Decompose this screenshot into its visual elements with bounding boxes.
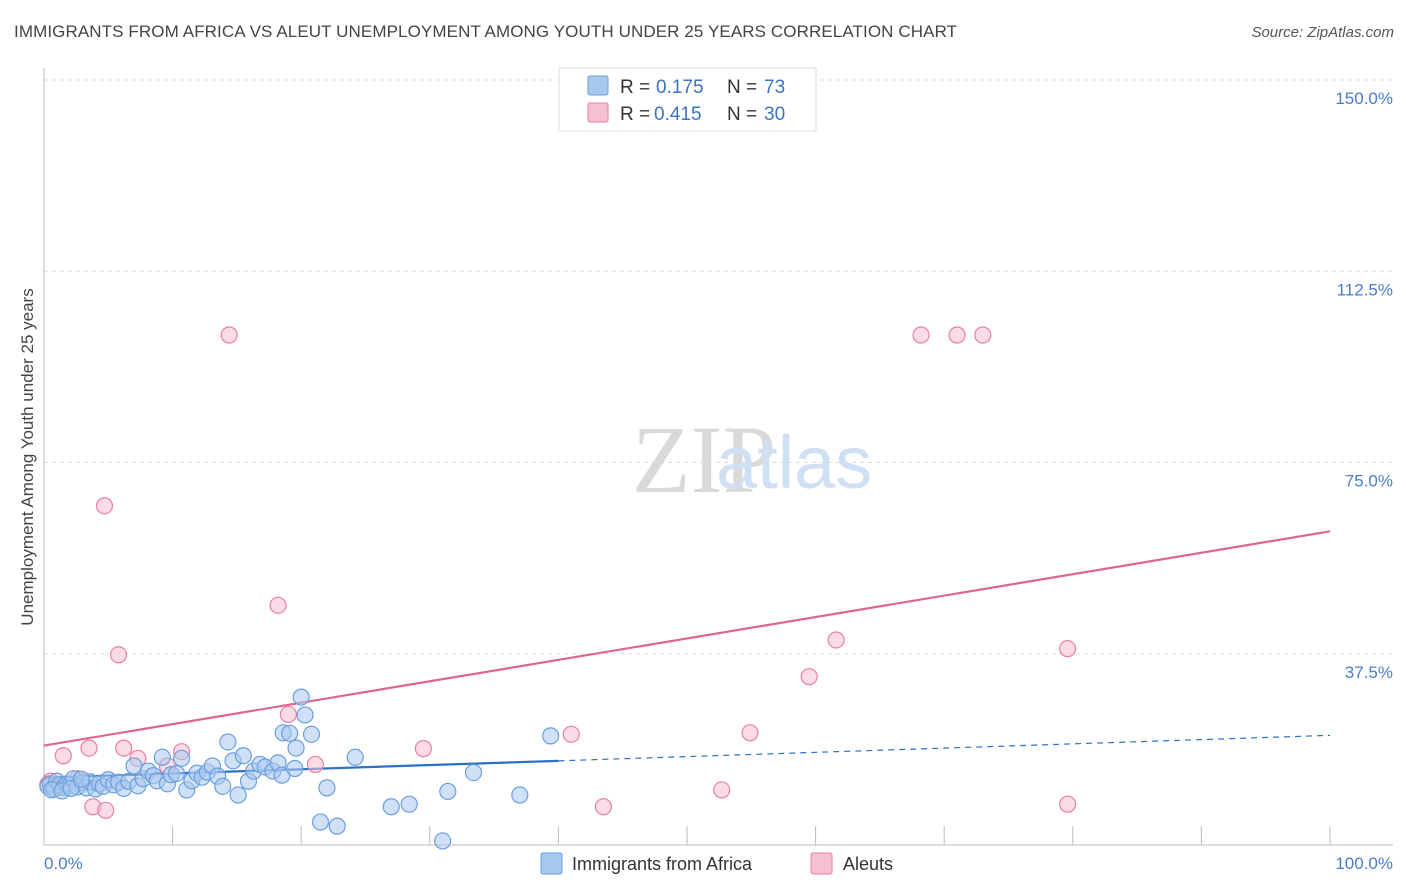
point-africa-27 [153,748,171,766]
bottom-legend: Immigrants from Africa Aleuts [540,852,893,875]
point-africa-59 [346,748,364,766]
point-africa-40 [219,733,237,751]
point-aleuts-23 [827,631,845,649]
point-aleuts-13 [220,326,238,344]
point-aleuts-26 [974,326,992,344]
point-aleuts-27 [1059,640,1077,658]
point-africa-51 [281,724,299,742]
point-africa-68 [286,759,304,778]
chart-title: IMMIGRANTS FROM AFRICA VS ALEUT UNEMPLOY… [14,22,958,41]
y-tick-label-0: 150.0% [1335,89,1393,108]
legend-n-value-africa: 73 [764,77,785,98]
legend-r-value-africa: 0.175 [656,77,704,98]
y-axis-label: Unemployment Among Youth under 25 years [18,288,37,625]
point-africa-52 [287,739,305,757]
point-africa-54 [296,706,314,724]
point-aleuts-18 [562,725,580,743]
point-africa-57 [318,779,336,797]
point-aleuts-19 [594,798,613,816]
legend-r-label-aleuts: R = [620,104,650,125]
point-aleuts-8 [109,646,128,664]
legend-n-label-africa: N = [727,77,757,98]
y-tick-label-2: 75.0% [1345,472,1393,491]
trend-lines [43,530,1331,779]
point-africa-58 [328,817,346,835]
axes [43,68,1393,846]
point-aleuts-17 [414,740,432,758]
legend-r-value-aleuts: 0.415 [654,104,702,125]
legend-r-label-africa: R = [620,77,650,98]
point-aleuts-21 [741,724,759,742]
point-aleuts-4 [80,739,98,757]
legend-swatch-africa [587,75,609,96]
bottom-legend-swatch-aleuts [810,852,833,875]
point-aleuts-14 [269,596,287,614]
x-tick-label-min: 0.0% [44,854,83,873]
gridlines [44,79,1393,655]
legend-swatch-aleuts [587,102,609,123]
point-aleuts-6 [95,497,114,515]
data-points [39,326,1077,850]
point-africa-55 [302,725,321,743]
point-africa-43 [234,747,252,765]
trend-line-aleuts [43,530,1331,747]
y-tick-label-1: 112.5% [1337,280,1393,299]
point-africa-42 [229,786,247,804]
point-africa-62 [434,832,452,850]
point-africa-61 [400,795,418,813]
point-aleuts-20 [713,781,731,799]
point-aleuts-15 [279,705,297,724]
bottom-legend-label-africa: Immigrants from Africa [572,854,753,874]
point-aleuts-28 [1059,795,1077,813]
point-aleuts-25 [948,326,966,344]
point-aleuts-24 [912,326,930,344]
legend-n-value-aleuts: 30 [764,104,785,125]
point-africa-53 [292,688,310,706]
point-africa-66 [542,727,560,745]
bottom-legend-label-aleuts: Aleuts [843,854,893,874]
point-aleuts-2 [54,747,72,765]
point-aleuts-16 [306,755,324,774]
legend: R = 0.175 N = 73 R = 0.415 N = 30 [558,67,817,132]
point-aleuts-22 [800,668,818,686]
point-africa-63 [439,782,457,801]
y-tick-labels: 150.0% 112.5% 75.0% 37.5% [1335,89,1393,682]
trend-line-africa-extension [558,734,1331,762]
source-label: Source: ZipAtlas.com [1251,24,1394,41]
point-africa-60 [382,798,400,816]
point-aleuts-7 [97,801,115,819]
x-tick-label-max: 100.0% [1335,854,1393,873]
point-africa-64 [464,763,483,782]
legend-n-label-aleuts: N = [727,104,757,125]
watermark-zip: ZIP [632,406,776,513]
point-africa-56 [311,813,330,831]
point-africa-72 [72,770,90,788]
watermark-atlas: atlas [716,421,872,504]
point-africa-30 [167,764,186,783]
point-aleuts-9 [115,739,133,757]
point-africa-39 [214,777,232,795]
y-tick-label-3: 37.5% [1345,663,1393,682]
bottom-legend-swatch-africa [540,852,563,875]
point-africa-65 [511,786,529,804]
point-africa-31 [173,749,191,767]
